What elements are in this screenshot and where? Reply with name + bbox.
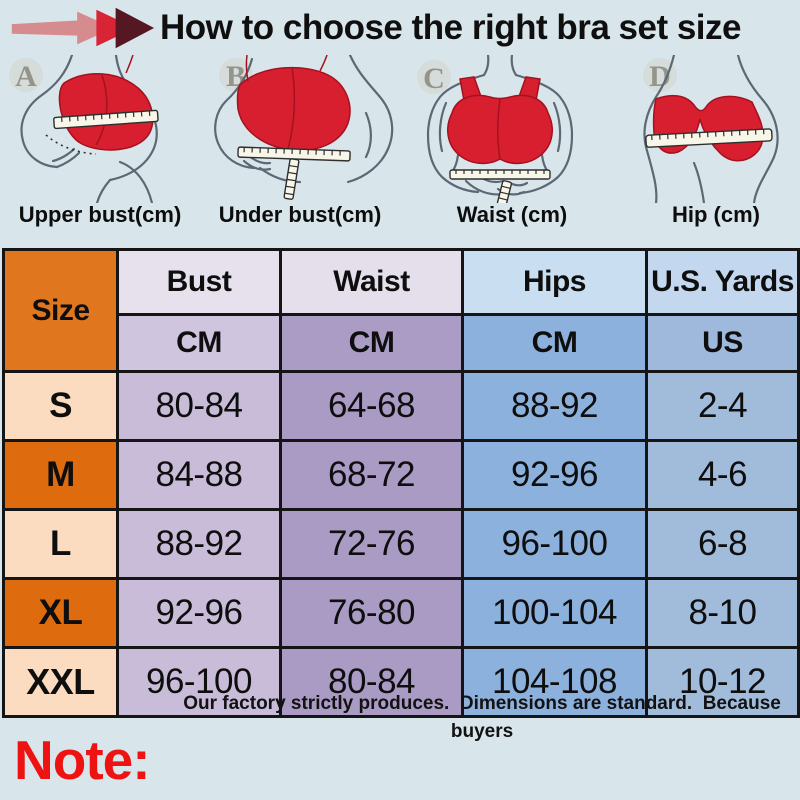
measurement-illustrations: A xyxy=(0,55,800,203)
cell-hips: 100-104 xyxy=(461,577,648,649)
yards-header: U.S. Yards xyxy=(645,248,800,316)
bust-header: Bust xyxy=(116,248,282,316)
hips-unit: CM xyxy=(461,313,648,373)
bra-shape xyxy=(58,55,154,151)
underbust-stitch xyxy=(45,134,97,155)
waist-illustration: C xyxy=(417,55,574,203)
cell-yards: 10-12 xyxy=(645,646,800,718)
label-hip: Hip (cm) xyxy=(672,202,760,227)
cell-hips: 88-92 xyxy=(461,370,648,442)
panel-upper-bust: A xyxy=(0,55,200,203)
measuring-tape xyxy=(645,128,773,148)
svg-text:C: C xyxy=(423,62,445,95)
cell-bust: 88-92 xyxy=(116,508,282,580)
cell-size: XL xyxy=(2,577,119,649)
note-label: Note: xyxy=(14,729,151,791)
yards-unit: US xyxy=(645,313,800,373)
measuring-tape xyxy=(237,146,351,162)
bra-shape xyxy=(236,55,351,152)
waist-header: Waist xyxy=(279,248,464,316)
cell-bust: 92-96 xyxy=(116,577,282,649)
header-row-measures: Size Bust Waist Hips U.S. Yards xyxy=(2,248,800,373)
label-waist: Waist (cm) xyxy=(456,202,568,227)
row-m: M 84-88 68-72 92-96 4-6 xyxy=(2,439,800,511)
panel-waist: C xyxy=(400,55,600,203)
cell-bust: 84-88 xyxy=(116,439,282,511)
waist-unit: CM xyxy=(279,313,464,373)
cell-hips: 92-96 xyxy=(461,439,648,511)
letter-badge-c: C xyxy=(417,60,451,95)
cell-bust: 80-84 xyxy=(116,370,282,442)
bust-unit: CM xyxy=(116,313,282,373)
size-table: Size Bust Waist Hips U.S. Yards CM CM CM… xyxy=(2,248,800,718)
row-l: L 88-92 72-76 96-100 6-8 xyxy=(2,508,800,580)
cell-waist: 68-72 xyxy=(279,439,464,511)
row-xxl: XXL 96-100 80-84 104-108 10-12 xyxy=(2,646,800,718)
bra-shape xyxy=(446,76,554,165)
panel-under-bust: B xyxy=(200,55,400,203)
cell-yards: 8-10 xyxy=(645,577,800,649)
cell-waist: 80-84 xyxy=(279,646,464,718)
cell-size: S xyxy=(2,370,119,442)
cell-hips: 104-108 xyxy=(461,646,648,718)
upper-bust-illustration: A xyxy=(9,55,159,203)
measuring-tape xyxy=(53,109,159,130)
cell-size: L xyxy=(2,508,119,580)
cell-size: M xyxy=(2,439,119,511)
cell-waist: 76-80 xyxy=(279,577,464,649)
measuring-tape xyxy=(449,169,551,180)
header-row-units: CM CM CM US xyxy=(4,313,800,373)
title-bar: How to choose the right bra set size xyxy=(0,0,800,55)
row-s: S 80-84 64-68 88-92 2-4 xyxy=(2,370,800,442)
cell-bust: 96-100 xyxy=(116,646,282,718)
size-column-header: Size xyxy=(2,248,119,373)
note-line-1: Our factory strictly produces. Dimension… xyxy=(183,693,787,742)
cell-yards: 2-4 xyxy=(645,370,800,442)
hip-illustration: D xyxy=(643,55,779,203)
cell-yards: 6-8 xyxy=(645,508,800,580)
tape-end xyxy=(496,180,513,203)
note-section: Note: Our factory strictly produces. Dim… xyxy=(0,693,800,800)
under-bust-illustration: B xyxy=(214,55,394,200)
cell-hips: 96-100 xyxy=(461,508,648,580)
figure-outline xyxy=(643,55,779,203)
panel-hip: D xyxy=(600,55,800,203)
note-text: Our factory strictly produces. Dimension… xyxy=(170,634,795,800)
panties-shape xyxy=(652,94,764,162)
measurement-labels: Upper bust(cm) Under bust(cm) Waist (cm)… xyxy=(0,202,800,228)
svg-text:D: D xyxy=(649,60,671,93)
tape-end xyxy=(283,158,300,200)
letter-badge-d: D xyxy=(643,58,677,93)
label-under-bust: Under bust(cm) xyxy=(218,202,382,227)
svg-text:A: A xyxy=(15,60,37,93)
triple-arrow-icon xyxy=(11,7,155,48)
cell-yards: 4-6 xyxy=(645,439,800,511)
page-title: How to choose the right bra set size xyxy=(160,7,741,47)
letter-badge-a: A xyxy=(9,58,43,93)
cell-waist: 64-68 xyxy=(279,370,464,442)
hips-header: Hips xyxy=(461,248,648,316)
row-xl: XL 92-96 76-80 100-104 8-10 xyxy=(2,577,800,649)
label-upper-bust: Upper bust(cm) xyxy=(18,202,182,227)
cell-waist: 72-76 xyxy=(279,508,464,580)
cell-size: XXL xyxy=(2,646,119,718)
